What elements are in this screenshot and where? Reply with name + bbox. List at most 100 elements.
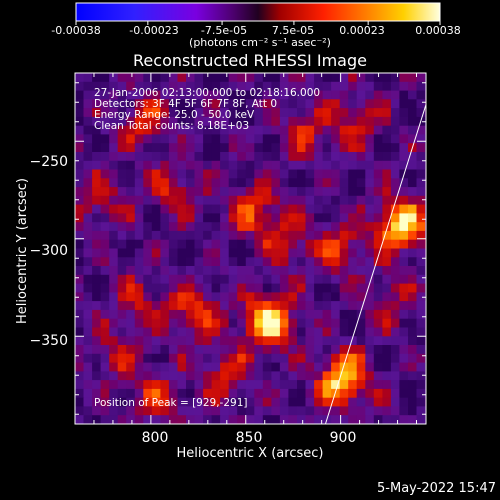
y-tick-label-250: −250 [29, 154, 68, 170]
heatmap-cell [75, 283, 85, 293]
heatmap-cell [194, 353, 204, 364]
heatmap-cell [134, 204, 144, 214]
heatmap-cell [126, 371, 136, 381]
heatmap-cell [279, 388, 290, 399]
heatmap-cell [211, 406, 221, 416]
heatmap-cell [322, 406, 332, 416]
heatmap-cell [160, 353, 170, 364]
heatmap-cell [211, 134, 221, 144]
heatmap-cell [211, 160, 221, 171]
heatmap-cell [194, 362, 204, 372]
heatmap-cell [262, 187, 272, 197]
heatmap-cell [168, 380, 179, 390]
heatmap-cell [92, 81, 102, 92]
heatmap-cell [151, 406, 161, 416]
heatmap-cell [177, 362, 187, 372]
heatmap-cell [228, 99, 238, 109]
heatmap-cell [228, 257, 238, 267]
heatmap-cell [75, 108, 85, 118]
heatmap-cell [305, 125, 315, 136]
heatmap-cell [220, 108, 230, 118]
heatmap-cell [177, 327, 187, 337]
heatmap-cell [271, 195, 281, 206]
heatmap-cell [109, 406, 119, 416]
heatmap-cell [262, 108, 272, 118]
heatmap-cell [314, 327, 324, 337]
heatmap-cell [305, 327, 315, 337]
heatmap-cell [211, 143, 221, 153]
heatmap-cell [262, 116, 272, 127]
heatmap-cell [288, 160, 298, 171]
heatmap-cell [254, 371, 264, 381]
heatmap-cell [271, 274, 281, 285]
heatmap-cell [279, 160, 290, 171]
heatmap-cell [254, 204, 264, 214]
heatmap-cell [262, 81, 272, 92]
heatmap-cell [143, 415, 153, 424]
heatmap-cell [186, 353, 196, 364]
heatmap-cell [288, 143, 298, 153]
heatmap-cell [271, 406, 281, 416]
heatmap-cell [408, 195, 418, 206]
heatmap-cell [305, 152, 315, 162]
heatmap-cell [186, 274, 196, 285]
heatmap-cell [143, 195, 153, 206]
heatmap-cell [186, 143, 196, 153]
heatmap-cell [408, 169, 418, 179]
heatmap-cell [117, 116, 127, 127]
heatmap-cell [297, 239, 307, 250]
heatmap-cell [237, 239, 247, 250]
heatmap-cell [160, 152, 170, 162]
heatmap-cell [100, 99, 110, 109]
heatmap-cell [220, 371, 230, 381]
heatmap-cell [408, 380, 418, 390]
heatmap-cell [92, 371, 102, 381]
heatmap-cell [134, 169, 144, 179]
heatmap-cell [143, 213, 153, 223]
heatmap-cell [126, 230, 136, 241]
heatmap-cell [143, 362, 153, 372]
heatmap-cell [117, 371, 127, 381]
heatmap-cell [262, 397, 272, 408]
heatmap-cell [109, 415, 119, 424]
heatmap-cell [288, 353, 298, 364]
heatmap-cell [211, 292, 221, 302]
heatmap-cell [117, 309, 127, 320]
heatmap-cell [262, 415, 272, 424]
heatmap-cell [314, 160, 324, 171]
heatmap-cell [288, 178, 298, 188]
heatmap-cell [83, 257, 93, 267]
heatmap-cell [245, 143, 255, 153]
heatmap-cell [245, 90, 255, 100]
heatmap-cell [356, 160, 366, 171]
heatmap-cell [134, 380, 144, 390]
heatmap-cell [92, 204, 102, 214]
heatmap-cell [382, 380, 392, 390]
colorbar-tick-1: -0.00023 [129, 24, 179, 37]
heatmap-cell [408, 134, 418, 144]
heatmap-cell [339, 283, 349, 293]
heatmap-cell [194, 160, 204, 171]
heatmap-cell [177, 257, 187, 267]
heatmap-cell [348, 309, 358, 320]
heatmap-cell [399, 397, 409, 408]
heatmap-cell [228, 353, 238, 364]
heatmap-cell [348, 222, 358, 232]
heatmap-cell [408, 90, 418, 100]
heatmap-cell [254, 143, 264, 153]
heatmap-cell [390, 388, 401, 399]
heatmap-cell [279, 415, 290, 424]
heatmap-cell [322, 371, 332, 381]
heatmap-cell [211, 108, 221, 118]
heatmap-cell [288, 327, 298, 337]
heatmap-cell [134, 345, 144, 355]
heatmap-cell [416, 345, 426, 355]
heatmap-cell [237, 73, 247, 83]
heatmap-cell [134, 99, 144, 109]
x-axis-label: Heliocentric X (arcsec) [176, 446, 324, 461]
heatmap-cell [399, 90, 409, 100]
heatmap-cell [322, 380, 332, 390]
heatmap-cell [416, 169, 426, 179]
heatmap-cell [220, 195, 230, 206]
heatmap-cell [382, 397, 392, 408]
